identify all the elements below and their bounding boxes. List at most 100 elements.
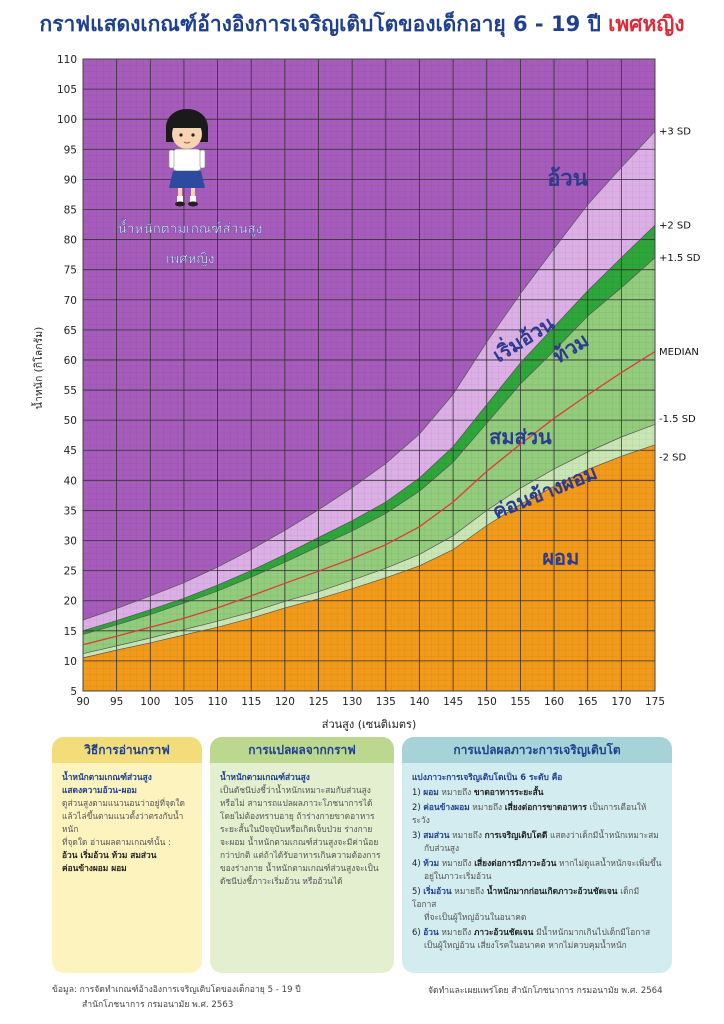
growth-item-detail-line2: ที่จะเป็นผู้ใหญ่อ้วนในอนาคต bbox=[424, 912, 527, 923]
x-tick-label: 120 bbox=[275, 696, 295, 708]
y-tick-label: 60 bbox=[64, 355, 77, 367]
growth-status-box: การแปลผลภาวะการเจริญเติบโต แบ่งภาวะการเจ… bbox=[402, 737, 672, 973]
growth-item-number: 2) bbox=[412, 802, 421, 813]
y-tick-label: 35 bbox=[64, 505, 77, 517]
growth-status-item: 4) ท้วม หมายถึง เสี่ยงต่อการมีภาวะอ้วน ห… bbox=[412, 857, 663, 883]
growth-status-item: 2) ค่อนข้างผอม หมายถึง เสี่ยงต่อการขาดอา… bbox=[412, 801, 663, 827]
growth-item-meaning-word: หมายถึง bbox=[454, 886, 485, 897]
growth-item-detail: แสดงว่าเด็กมีน้ำหนักเหมาะสม bbox=[549, 830, 659, 841]
zone-label: ผอม bbox=[542, 546, 579, 570]
x-axis-label: ส่วนสูง (เซนติเมตร) bbox=[322, 718, 417, 731]
y-tick-label: 5 bbox=[70, 686, 77, 698]
curve-3sd bbox=[83, 130, 655, 621]
growth-item-number: 3) bbox=[412, 830, 421, 841]
growth-item-meaning: ภาวะอ้วนชัดเจน bbox=[473, 927, 534, 938]
curve-15sd bbox=[83, 424, 655, 655]
growth-item-meaning-word: หมายถึง bbox=[441, 927, 472, 938]
growth-item-meaning-word: หมายถึง bbox=[441, 858, 472, 869]
growth-chart: 90 95 100 105 110 115 120 125 130 135 140 145 150 155… bbox=[31, 54, 701, 731]
growth-status-title: การแปลผลภาวะการเจริญเติบโต bbox=[402, 737, 672, 763]
growth-item-meaning-word: หมายถึง bbox=[441, 787, 472, 798]
growth-item-term: ค่อนข้างผอม bbox=[423, 802, 470, 813]
y-tick-label: 50 bbox=[64, 415, 77, 427]
interpretation-box: การแปลผลจากกราฟ น้ำหนักตามเกณฑ์ส่วนสูง เ… bbox=[210, 737, 394, 973]
chart-title-line1: น้ำหนักตามเกณฑ์ส่วนสูง bbox=[118, 218, 263, 237]
girl-illustration bbox=[165, 109, 209, 207]
growth-item-number: 4) bbox=[412, 858, 421, 869]
growth-status-item: 3) สมส่วน หมายถึง การเจริญเติบโตดี แสดงว… bbox=[412, 829, 663, 855]
growth-item-number: 5) bbox=[412, 886, 421, 897]
y-tick-label: 20 bbox=[64, 596, 77, 608]
y-tick-label: 110 bbox=[57, 54, 77, 66]
growth-item-meaning: เสี่ยงต่อการมีภาวะอ้วน bbox=[474, 858, 557, 869]
x-tick-label: 90 bbox=[76, 696, 89, 708]
growth-status-item: 6) อ้วน หมายถึง ภาวะอ้วนชัดเจน มีน้ำหนัก… bbox=[412, 926, 663, 952]
y-tick-label: 105 bbox=[57, 84, 77, 96]
x-tick-label: 95 bbox=[110, 696, 123, 708]
y-tick-label: 55 bbox=[64, 385, 77, 397]
x-tick-label: 160 bbox=[544, 696, 564, 708]
zone-label: สมส่วน bbox=[489, 425, 552, 449]
growth-item-term: ผอม bbox=[423, 787, 439, 798]
growth-item-meaning: เสี่ยงต่อการขาดอาหาร bbox=[504, 802, 587, 813]
zone-label: อ้วน bbox=[547, 166, 588, 191]
chart-title-line2: เพศหญิง bbox=[165, 251, 214, 267]
sd-label: -1.5 SD bbox=[659, 414, 696, 425]
how-to-read-text2: แล้วไล่ขึ้นตามแนวตั้งว่าตรงกับน้ำหนัก bbox=[62, 811, 184, 835]
growth-item-meaning: น้ำหนักมากก่อนเกิดภาวะอ้วนชัดเจน bbox=[486, 886, 618, 897]
growth-item-detail: เป็นการเตือนให้ระวัง bbox=[412, 802, 647, 826]
curve-2sd bbox=[83, 444, 655, 659]
y-tick-label: 40 bbox=[64, 475, 77, 487]
x-tick-label: 110 bbox=[208, 696, 228, 708]
plot-frame bbox=[82, 58, 656, 692]
sd-label: +1.5 SD bbox=[659, 253, 701, 264]
interpretation-line: จะผอม น้ำหนักตามเกณฑ์ส่วนสูงจะมีค่าน้อย bbox=[220, 837, 379, 848]
growth-item-detail-line2: อยู่ในภาวะเริ่มอ้วน bbox=[424, 871, 492, 882]
growth-item-term: อ้วน bbox=[423, 927, 439, 938]
y-tick-label: 95 bbox=[64, 144, 77, 156]
growth-item-number: 6) bbox=[412, 927, 421, 938]
growth-item-detail: เด็กมีโอกาส bbox=[412, 886, 640, 910]
x-tick-label: 135 bbox=[376, 696, 396, 708]
x-tick-label: 150 bbox=[477, 696, 497, 708]
y-tick-label: 80 bbox=[64, 235, 77, 247]
growth-item-meaning: ขาดอาหารระยะสั้น bbox=[473, 787, 544, 798]
how-to-read-title: วิธีการอ่านกราฟ bbox=[52, 737, 202, 763]
sd-label: +2 SD bbox=[659, 221, 691, 232]
interpretation-title: การแปลผลจากกราฟ bbox=[210, 737, 394, 763]
growth-item-meaning-word: หมายถึง bbox=[472, 802, 503, 813]
curve-median bbox=[83, 350, 655, 646]
y-tick-label: 75 bbox=[64, 265, 77, 277]
y-tick-label: 45 bbox=[64, 445, 77, 457]
growth-item-meaning-word: หมายถึง bbox=[452, 830, 482, 841]
growth-item-meaning: การเจริญเติบโตดี bbox=[484, 830, 548, 841]
footer-publisher: จัดทำและเผยแพร่โดย สำนักโภชนาการ กรมอนาม… bbox=[428, 986, 663, 996]
growth-item-detail-line2: กับส่วนสูง bbox=[424, 843, 460, 854]
x-tick-label: 165 bbox=[578, 696, 598, 708]
footer-source: ข้อมูล: การจัดทำเกณฑ์อ้างอิงการเจริญเติบ… bbox=[52, 983, 301, 1014]
growth-status-intro: แบ่งภาวะการเจริญเติบโตเป็น 6 ระดับ คือ bbox=[412, 772, 563, 782]
interpretation-line: ระยะสั้นในปัจจุบันหรือเกิดเจ็บป่วย ร่างก… bbox=[220, 824, 373, 835]
how-to-read-levels1: อ้วน เริ่มอ้วน ท้วม สมส่วน bbox=[62, 850, 157, 861]
interpretation-line: ของร่างกาย น้ำหนักตามเกณฑ์ส่วนสูงจะเป็น bbox=[220, 863, 379, 874]
growth-item-number: 1) bbox=[412, 787, 421, 798]
y-tick-label: 10 bbox=[64, 656, 77, 668]
curve-15sd bbox=[83, 257, 655, 635]
x-tick-label: 145 bbox=[443, 696, 463, 708]
how-to-read-text3: ที่จุดใด อ่านผลตามเกณฑ์นั้น : bbox=[62, 837, 171, 848]
interpretation-line: เป็นดัชนีบ่งชี้ว่าน้ำหนักเหมาะสมกับส่วนส… bbox=[220, 785, 371, 796]
x-tick-label: 175 bbox=[645, 696, 665, 708]
x-tick-label: 125 bbox=[309, 696, 329, 708]
page-title: กราฟแสดงเกณฑ์อ้างอิงการเจริญเติบโตของเด็… bbox=[39, 12, 685, 36]
y-tick-label: 65 bbox=[64, 325, 77, 337]
x-tick-label: 130 bbox=[342, 696, 362, 708]
interpretation-line: ดัชนีบ่งชี้ภาวะเริ่มอ้วน หรืออ้วนได้ bbox=[220, 876, 343, 887]
growth-item-term: สมส่วน bbox=[423, 830, 450, 841]
x-tick-label: 100 bbox=[140, 696, 160, 708]
x-tick-label: 115 bbox=[241, 696, 261, 708]
x-tick-label: 105 bbox=[174, 696, 194, 708]
how-to-read-sub1: น้ำหนักตามเกณฑ์ส่วนสูง bbox=[62, 772, 152, 782]
growth-status-item: 5) เริ่มอ้วน หมายถึง น้ำหนักมากก่อนเกิดภ… bbox=[412, 885, 663, 924]
y-axis-label: น้ำหนัก (กิโลกรัม) bbox=[31, 327, 45, 409]
curve-2sd bbox=[83, 224, 655, 632]
